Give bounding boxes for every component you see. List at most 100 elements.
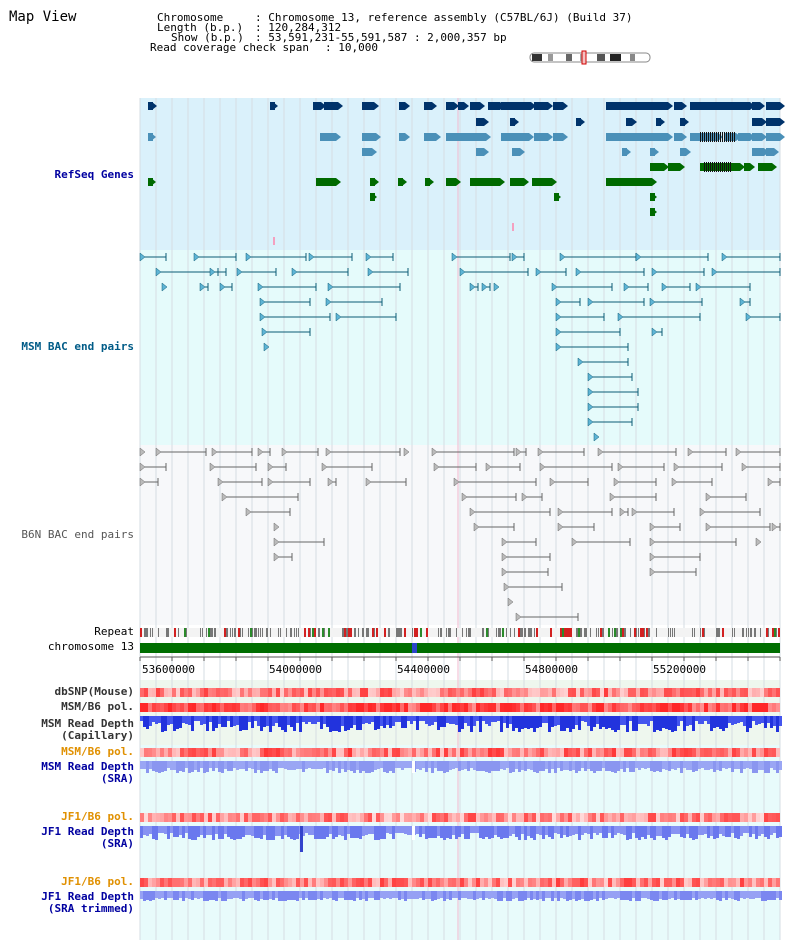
heat-cell bbox=[668, 748, 672, 757]
exon-tick bbox=[730, 162, 731, 172]
gene-feature bbox=[476, 118, 484, 126]
heat-cell bbox=[564, 703, 568, 712]
repeat-element bbox=[396, 628, 398, 637]
heat-cell bbox=[636, 748, 640, 757]
repeat-element bbox=[212, 628, 213, 637]
track-label-jf1-read-depth-sra[interactable]: JF1 Read Depth bbox=[41, 825, 134, 838]
heat-cell bbox=[568, 688, 572, 697]
gene-arrow bbox=[464, 102, 469, 110]
gridlines bbox=[139, 98, 781, 940]
chromosome-ideogram[interactable] bbox=[529, 50, 651, 65]
depth-bar bbox=[350, 761, 353, 771]
repeat-element bbox=[388, 628, 390, 637]
heat-cell bbox=[356, 688, 360, 697]
depth-bar bbox=[515, 716, 518, 728]
depth-bar bbox=[359, 891, 362, 900]
heat-cell bbox=[248, 878, 252, 887]
heat-cell bbox=[648, 878, 652, 887]
heat-cell bbox=[704, 688, 708, 697]
depth-bar bbox=[209, 826, 212, 835]
track-label-msm-read-depth-sra[interactable]: MSM Read Depth bbox=[41, 760, 134, 773]
heat-cell bbox=[372, 878, 376, 887]
depth-bar bbox=[347, 891, 350, 900]
track-label-dbsnp[interactable]: dbSNP(Mouse) bbox=[54, 685, 134, 698]
heat-cell bbox=[568, 748, 572, 757]
depth-bar bbox=[746, 826, 749, 833]
depth-bar bbox=[371, 716, 374, 722]
heat-cell bbox=[512, 688, 516, 697]
axis-tick-label: 53600000 bbox=[142, 663, 195, 676]
gene-feature bbox=[690, 102, 742, 110]
b6n-bac-end-pair-features[interactable] bbox=[139, 447, 781, 622]
depth-bar bbox=[647, 761, 650, 768]
heat-cell bbox=[596, 748, 600, 757]
heat-cell bbox=[216, 878, 220, 887]
track-label-repeat[interactable]: Repeat bbox=[94, 625, 134, 638]
gene-feature bbox=[398, 178, 403, 186]
track-label-jf1-read-depth-trimmed[interactable]: JF1 Read Depth bbox=[41, 890, 134, 903]
heat-cell bbox=[284, 703, 288, 712]
msm-bac-end-pair-features[interactable] bbox=[139, 252, 781, 442]
gene-feature bbox=[501, 102, 531, 110]
depth-bar bbox=[671, 761, 674, 769]
heat-cell bbox=[212, 703, 216, 712]
depth-bar bbox=[368, 716, 371, 724]
bac-end-marker bbox=[261, 327, 268, 337]
heat-cell bbox=[156, 748, 160, 757]
depth-bar bbox=[548, 761, 551, 773]
track-label-jf1-b6-pol[interactable]: JF1/B6 pol. bbox=[61, 810, 134, 823]
depth-bar bbox=[563, 761, 566, 770]
track-label-b6n-bac[interactable]: B6N BAC end pairs bbox=[21, 528, 134, 541]
depth-bar bbox=[455, 826, 458, 839]
show-range-value: : 53,591,231-55,591,587 : 2,000,357 bp bbox=[255, 31, 507, 44]
heat-cell bbox=[652, 748, 656, 757]
repeat-element bbox=[568, 628, 570, 637]
chromosome-bar[interactable] bbox=[140, 643, 780, 653]
depth-bar bbox=[392, 716, 395, 726]
polymorphism-and-depth-tracks[interactable] bbox=[140, 688, 782, 901]
repeat-track-bar[interactable] bbox=[140, 628, 780, 637]
repeat-element bbox=[620, 628, 622, 637]
track-label-jf1-b6-pol-2[interactable]: JF1/B6 pol. bbox=[61, 875, 134, 888]
heat-cell bbox=[264, 878, 268, 887]
depth-bar bbox=[548, 716, 551, 732]
track-label-msm-b6-pol-2[interactable]: MSM/B6 pol. bbox=[61, 745, 134, 758]
heat-cell bbox=[180, 813, 184, 822]
track-label-msm-read-depth-capillary[interactable]: MSM Read Depth bbox=[41, 717, 134, 730]
heat-cell bbox=[608, 703, 612, 712]
heat-cell bbox=[460, 878, 464, 887]
depth-bar bbox=[725, 826, 728, 837]
depth-bar bbox=[743, 716, 746, 726]
heat-cell bbox=[512, 748, 516, 757]
heat-cell bbox=[528, 878, 532, 887]
depth-bar bbox=[713, 716, 716, 728]
heat-cell bbox=[384, 813, 388, 822]
depth-bar bbox=[359, 716, 362, 730]
track-label-refseq-genes[interactable]: RefSeq Genes bbox=[54, 168, 134, 181]
exon-tick bbox=[700, 132, 701, 142]
refseq-gene-features[interactable] bbox=[148, 102, 785, 245]
heat-cell bbox=[400, 688, 404, 697]
heat-cell bbox=[460, 688, 464, 697]
track-label-chromosome[interactable]: chromosome 13 bbox=[47, 640, 134, 653]
exon-tick bbox=[726, 132, 727, 142]
depth-bar bbox=[674, 716, 677, 731]
heat-cell bbox=[700, 703, 704, 712]
depth-bar bbox=[479, 891, 482, 898]
bac-end-marker bbox=[535, 267, 542, 277]
bac-end-marker bbox=[631, 507, 638, 517]
heat-cell bbox=[604, 748, 608, 757]
repeat-element bbox=[642, 628, 644, 637]
track-label-msm-bac[interactable]: MSM BAC end pairs bbox=[21, 340, 134, 353]
depth-bar bbox=[491, 826, 494, 838]
bac-end-marker bbox=[649, 297, 656, 307]
depth-bar bbox=[245, 761, 248, 771]
track-label-msm-b6-pol[interactable]: MSM/B6 pol. bbox=[61, 700, 134, 713]
depth-bar bbox=[167, 761, 170, 768]
heat-cell bbox=[356, 748, 360, 757]
gene-feature bbox=[766, 133, 780, 141]
heat-cell bbox=[532, 688, 536, 697]
depth-bar bbox=[518, 891, 521, 901]
depth-bar bbox=[779, 826, 782, 837]
